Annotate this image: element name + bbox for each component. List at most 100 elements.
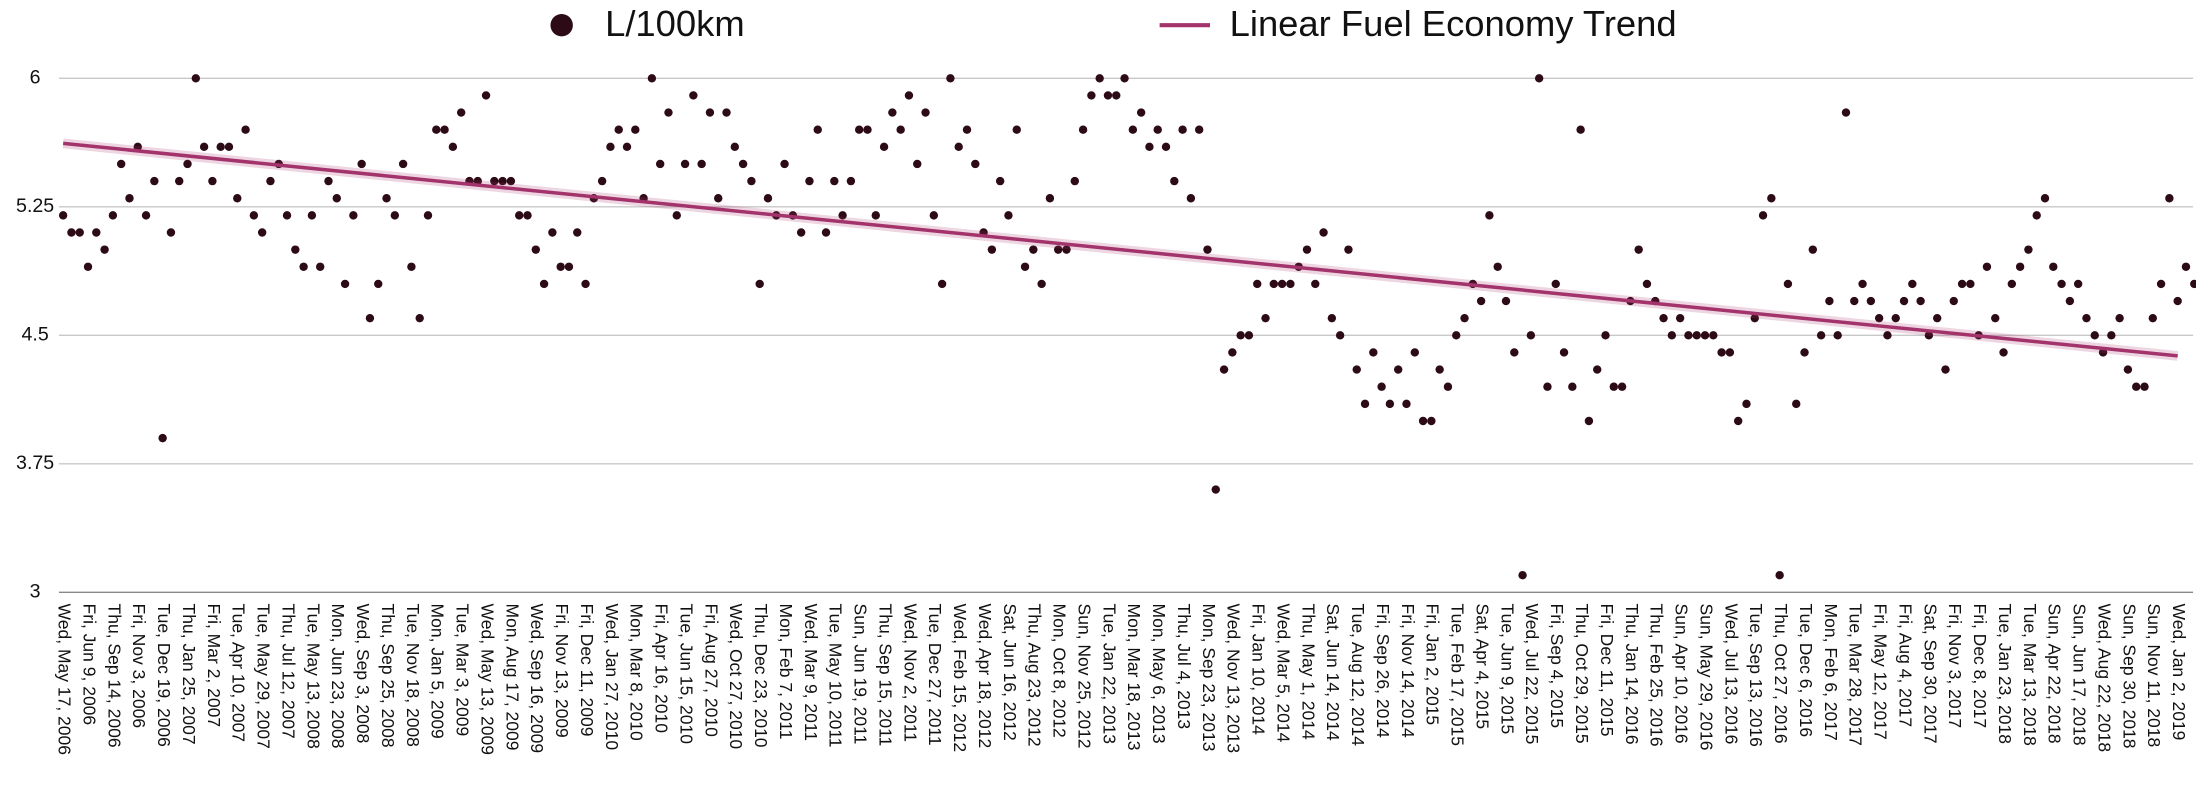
data-point bbox=[183, 159, 192, 169]
data-point bbox=[2090, 331, 2099, 340]
data-point bbox=[1170, 176, 1179, 186]
x-tick-label: Wed, Mar 9, 2011 bbox=[801, 604, 821, 741]
data-point bbox=[208, 176, 217, 186]
data-point bbox=[929, 211, 939, 220]
data-point bbox=[1269, 279, 1279, 289]
x-tick-label: Tue, Sep 13, 2016 bbox=[1746, 604, 1766, 747]
data-point bbox=[531, 245, 540, 254]
data-point bbox=[315, 262, 325, 271]
data-point bbox=[133, 142, 142, 152]
data-point bbox=[481, 91, 491, 100]
data-point bbox=[614, 125, 623, 134]
x-tick-label: Thu, Jan 25, 2007 bbox=[179, 604, 199, 745]
data-point bbox=[100, 245, 109, 254]
data-point bbox=[780, 159, 789, 169]
data-point bbox=[1866, 296, 1876, 306]
data-point bbox=[672, 211, 681, 220]
data-point bbox=[539, 279, 549, 289]
data-point bbox=[1020, 262, 1030, 271]
data-point bbox=[1377, 382, 1386, 391]
data-point bbox=[498, 176, 507, 186]
x-tick-label: Mon, May 6, 2013 bbox=[1149, 604, 1169, 744]
data-point bbox=[1178, 125, 1187, 134]
data-point bbox=[266, 176, 275, 186]
data-point bbox=[2007, 279, 2017, 289]
data-point bbox=[2148, 313, 2157, 323]
data-point bbox=[1228, 348, 1237, 357]
legend-marker bbox=[550, 14, 573, 37]
data-point bbox=[1924, 331, 1934, 340]
data-point bbox=[1510, 348, 1519, 357]
legend-label: Linear Fuel Economy Trend bbox=[1230, 3, 1677, 44]
data-point bbox=[1932, 313, 1942, 323]
data-point bbox=[1982, 262, 1992, 271]
data-point bbox=[622, 142, 632, 152]
data-point bbox=[1095, 74, 1104, 83]
x-tick-label: Wed, Sep 16, 2009 bbox=[527, 604, 547, 754]
data-point bbox=[738, 159, 748, 169]
data-point bbox=[233, 194, 242, 203]
data-point bbox=[747, 176, 756, 186]
data-point bbox=[1717, 348, 1726, 357]
data-point bbox=[863, 125, 872, 134]
x-tick-label: Fri, Jan 2, 2015 bbox=[1423, 604, 1443, 726]
data-point bbox=[548, 228, 557, 237]
data-point bbox=[1037, 279, 1046, 289]
data-point bbox=[58, 211, 68, 220]
data-point bbox=[606, 142, 615, 152]
data-point bbox=[1659, 313, 1668, 323]
data-point bbox=[175, 176, 184, 186]
data-point bbox=[755, 279, 764, 289]
data-point bbox=[432, 125, 441, 134]
data-point bbox=[1858, 279, 1867, 289]
data-point bbox=[1045, 194, 1055, 203]
x-tick-label: Wed, Apr 18, 2012 bbox=[975, 604, 995, 749]
x-tick-label: Fri, Aug 4, 2017 bbox=[1895, 604, 1915, 728]
data-point bbox=[913, 159, 922, 169]
data-point bbox=[1850, 296, 1859, 306]
x-tick-label: Thu, Aug 23, 2012 bbox=[1025, 604, 1045, 747]
x-tick-label: Tue, Feb 17, 2015 bbox=[1448, 604, 1468, 746]
data-point bbox=[1916, 296, 1925, 306]
data-point bbox=[995, 176, 1005, 186]
x-tick-label: Thu, May 1, 2014 bbox=[1298, 604, 1318, 740]
x-tick-label: Tue, May 13, 2008 bbox=[303, 604, 323, 749]
data-point bbox=[1062, 245, 1071, 254]
data-point bbox=[838, 211, 847, 220]
data-point bbox=[456, 108, 466, 117]
x-tick-label: Sun, Nov 11, 2018 bbox=[2144, 604, 2164, 748]
data-point bbox=[357, 159, 366, 169]
data-point bbox=[556, 262, 565, 271]
x-tick-label: Sun, Jun 17, 2018 bbox=[2070, 604, 2090, 746]
data-point bbox=[1194, 125, 1204, 134]
data-point bbox=[971, 159, 980, 169]
data-point bbox=[199, 142, 209, 152]
x-tick-label: Tue, Apr 10, 2007 bbox=[229, 604, 249, 742]
data-point bbox=[1452, 331, 1461, 340]
data-point bbox=[573, 228, 582, 237]
data-point bbox=[597, 176, 607, 186]
data-point bbox=[1186, 194, 1196, 203]
data-point bbox=[1418, 416, 1428, 426]
y-tick-label: 3 bbox=[30, 581, 41, 603]
x-tick-label: Fri, Sep 26, 2014 bbox=[1373, 604, 1393, 739]
data-point bbox=[1286, 279, 1295, 289]
x-tick-label: Fri, Jan 10, 2014 bbox=[1249, 604, 1269, 736]
x-tick-label: Wed, Oct 27, 2010 bbox=[726, 604, 746, 750]
data-point bbox=[888, 108, 897, 117]
x-tick-label: Fri, Nov 13, 2009 bbox=[552, 604, 572, 738]
data-point bbox=[2040, 194, 2050, 203]
x-tick-label: Thu, Sep 14, 2006 bbox=[104, 604, 124, 748]
y-tick-label: 3.75 bbox=[16, 452, 54, 474]
x-tick-label: Wed, Sep 3, 2008 bbox=[353, 604, 373, 744]
data-point bbox=[2032, 211, 2041, 220]
data-point bbox=[1692, 331, 1701, 340]
data-point bbox=[1103, 91, 1113, 100]
data-point bbox=[904, 91, 914, 100]
data-point bbox=[1675, 313, 1685, 323]
data-point bbox=[564, 262, 574, 271]
x-tick-label: Mon, Oct 8, 2012 bbox=[1050, 604, 1070, 738]
data-point bbox=[631, 125, 640, 134]
y-tick-label: 6 bbox=[30, 66, 41, 88]
data-point bbox=[1087, 91, 1096, 100]
